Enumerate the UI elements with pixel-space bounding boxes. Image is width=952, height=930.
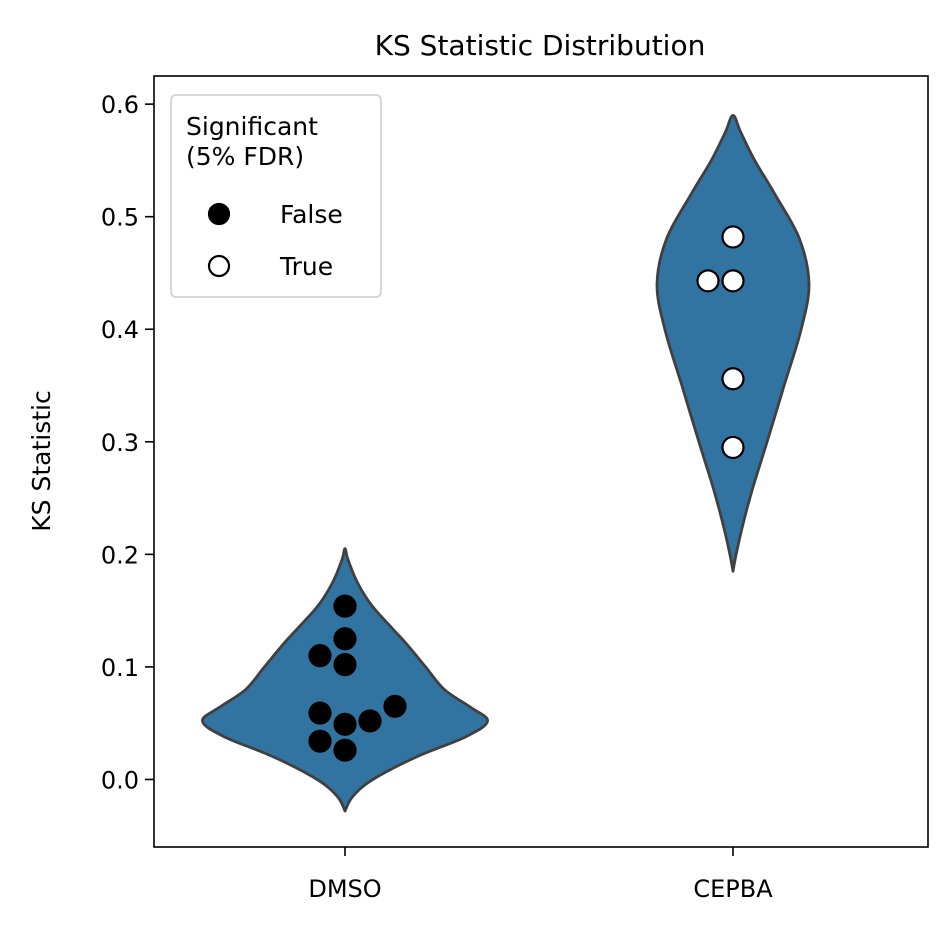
- y-tick-label: 0.6: [101, 91, 139, 119]
- x-axis: DMSO CEPBA: [308, 847, 773, 903]
- point-cepba-13: [721, 367, 745, 391]
- legend-label: True: [279, 252, 333, 281]
- point-dmso-1: [333, 627, 357, 651]
- y-tick-label: 0.4: [101, 316, 139, 344]
- point-cepba-10: [721, 225, 745, 249]
- point-dmso-8: [308, 729, 332, 753]
- violin-dmso: [201, 547, 489, 813]
- point-dmso-6: [358, 709, 382, 733]
- point-dmso-7: [333, 712, 357, 736]
- points-layer: [308, 225, 745, 762]
- plot-frame: [153, 75, 929, 848]
- chart-title: KS Statistic Distribution: [375, 29, 706, 62]
- legend-marker: [207, 202, 231, 226]
- point-dmso-0: [333, 594, 357, 618]
- legend-marker: [207, 254, 231, 278]
- legend-title: Significant (5% FDR): [186, 112, 318, 171]
- y-axis: 0.0 0.1 0.2 0.3 0.4 0.5 0.6: [101, 91, 154, 794]
- y-tick-label: 0.5: [101, 204, 139, 232]
- point-dmso-9: [333, 738, 357, 762]
- point-dmso-2: [308, 644, 332, 668]
- y-tick-label: 0.2: [101, 541, 139, 569]
- point-cepba-11: [696, 269, 720, 293]
- y-tick-label: 0.3: [101, 429, 139, 457]
- legend-title-line: Significant: [186, 112, 318, 141]
- point-dmso-3: [333, 653, 357, 677]
- y-tick-label: 0.1: [101, 654, 139, 682]
- legend-entries: False True: [207, 200, 343, 281]
- y-tick-label: 0.0: [101, 766, 139, 794]
- point-dmso-5: [308, 701, 332, 725]
- violins-layer: [201, 114, 811, 813]
- point-cepba-14: [721, 435, 745, 460]
- point-cepba-12: [721, 269, 745, 293]
- legend-frame: [170, 94, 382, 298]
- x-tick-label: DMSO: [308, 875, 381, 903]
- point-dmso-4: [383, 694, 407, 718]
- y-axis-label: KS Statistic: [27, 390, 56, 531]
- x-tick-label: CEPBA: [693, 875, 773, 903]
- violin-cepba: [655, 114, 811, 573]
- legend: Significant (5% FDR) False True: [170, 94, 382, 298]
- legend-title-line: (5% FDR): [186, 142, 304, 171]
- legend-label: False: [280, 200, 343, 229]
